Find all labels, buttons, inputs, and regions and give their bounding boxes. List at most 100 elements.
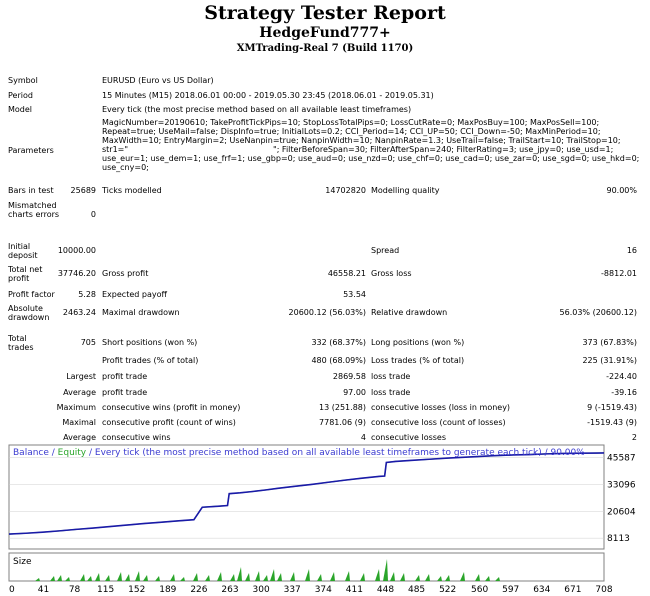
legend-model: / Every tick (the most precise method ba… <box>86 448 585 458</box>
size-spike <box>57 575 62 581</box>
size-spike <box>50 576 55 581</box>
spread-value: 16 <box>626 246 637 255</box>
y-tick-label: 20604 <box>607 507 636 517</box>
largest-profit-label: profit trade <box>102 372 148 381</box>
x-tick-label: 152 <box>128 585 145 595</box>
size-spike <box>263 575 268 581</box>
total-trades-value: 705 <box>80 338 96 347</box>
size-spike <box>135 571 140 581</box>
size-bars <box>35 559 500 581</box>
average-profit-value: 97.00 <box>343 388 366 397</box>
rel-drawdown-label: Relative drawdown <box>371 308 448 317</box>
model-value: Every tick (the most precise method base… <box>102 105 412 114</box>
average-profit-label: profit trade <box>102 388 148 397</box>
x-tick-label: 337 <box>284 585 301 595</box>
size-spike <box>35 578 40 581</box>
size-spike <box>400 573 405 581</box>
size-spike <box>305 569 310 581</box>
maximum-label: Maximum <box>56 403 96 412</box>
size-spike <box>495 577 500 581</box>
maximal-label: Maximal <box>62 418 96 427</box>
series <box>8 452 605 535</box>
size-spike <box>237 567 242 581</box>
legend-sep: / <box>49 448 58 458</box>
bars-label: Bars in test <box>8 186 54 195</box>
abs-drawdown-value: 2463.24 <box>62 308 96 317</box>
size-spike <box>205 575 210 581</box>
loss-trades-value: 225 (31.91%) <box>582 356 637 365</box>
size-spike <box>383 559 388 581</box>
x-tick-label: 0 <box>9 585 15 595</box>
short-positions-value: 332 (68.37%) <box>311 338 366 347</box>
size-spike <box>180 577 185 581</box>
gross-profit-label: Gross profit <box>102 269 149 278</box>
short-positions-label: Short positions (won %) <box>102 338 198 347</box>
size-spike <box>65 577 70 581</box>
x-tick-label: 671 <box>564 585 581 595</box>
size-spike <box>87 576 92 581</box>
gross-loss-label: Gross loss <box>371 269 412 278</box>
size-spike <box>255 571 260 581</box>
x-tick-label: 634 <box>533 585 550 595</box>
net-profit-label: Total net profit <box>8 265 43 283</box>
total-trades-label: Total trades <box>8 334 34 352</box>
cons-profit-count-value: 7781.06 (9) <box>319 418 366 427</box>
server-build: XMTrading-Real 7 (Build 1170) <box>236 43 414 54</box>
average-loss-value: -39.16 <box>611 388 637 397</box>
y-tick-label: 8113 <box>607 534 630 544</box>
size-spike <box>330 572 335 581</box>
deposit-value: 10000.00 <box>57 246 96 255</box>
size-spike <box>390 572 395 581</box>
grid <box>9 457 604 539</box>
cons-losses-money-label: consecutive losses (loss in money) <box>371 403 511 412</box>
size-spike <box>105 575 110 581</box>
y-tick-label: 45587 <box>607 454 636 464</box>
spread-label: Spread <box>371 246 400 255</box>
mismatched-label: Mismatched charts errors <box>8 201 60 219</box>
bars-value: 25689 <box>70 186 96 195</box>
rel-drawdown-value: 56.03% (20600.12) <box>559 308 637 317</box>
profit-factor-label: Profit factor <box>8 290 55 299</box>
x-tick-label: 300 <box>253 585 270 595</box>
size-spike <box>193 573 198 581</box>
expected-payoff-label: Expected payoff <box>102 290 167 299</box>
x-tick-label: 263 <box>221 585 238 595</box>
balance-line <box>8 452 605 535</box>
quality-label: Modelling quality <box>371 186 440 195</box>
size-label: Size <box>13 557 32 567</box>
balance-chart: 45587 33096 20604 8113 0 41 78 115 152 189 226 263… <box>7 443 650 596</box>
model-label: Model <box>8 105 33 114</box>
size-spike <box>277 573 282 581</box>
mismatched-value: 0 <box>90 210 96 219</box>
loss-trades-label: Loss trades (% of total) <box>371 356 465 365</box>
size-spike <box>245 573 250 581</box>
ticks-value: 14702820 <box>325 186 366 195</box>
quality-value: 90.00% <box>606 186 637 195</box>
parameters-value: MagicNumber=20190610; TakeProfitTickPips… <box>102 118 642 172</box>
x-tick-label: 522 <box>439 585 456 595</box>
parameters-label: Parameters <box>8 146 54 155</box>
size-spike <box>143 575 148 581</box>
x-tick-label: 560 <box>471 585 488 595</box>
size-spike <box>217 572 222 581</box>
period-label: Period <box>8 91 33 100</box>
avg-cons-losses-label: consecutive losses <box>371 433 447 442</box>
y-ticks: 45587 33096 20604 8113 <box>607 454 636 545</box>
x-ticks: 0 41 78 115 152 189 226 263 300 337 374 411 448 485 52… <box>9 585 613 595</box>
x-tick-label: 374 <box>315 585 332 595</box>
legend-balance: Balance <box>13 448 49 458</box>
x-tick-label: 78 <box>69 585 81 595</box>
size-spike <box>360 573 365 581</box>
net-profit-value: 37746.20 <box>57 269 96 278</box>
size-spike <box>375 569 380 581</box>
long-positions-label: Long positions (won %) <box>371 338 465 347</box>
x-tick-label: 411 <box>346 585 363 595</box>
long-positions-value: 373 (67.83%) <box>582 338 637 347</box>
average-label: Average <box>63 388 96 397</box>
deposit-label: Initial deposit <box>8 242 38 260</box>
size-spike <box>317 574 322 581</box>
largest-loss-value: -224.40 <box>606 372 637 381</box>
profit-trades-label: Profit trades (% of total) <box>102 356 199 365</box>
average-cons-label: Average <box>63 433 96 442</box>
size-spike <box>445 575 450 581</box>
